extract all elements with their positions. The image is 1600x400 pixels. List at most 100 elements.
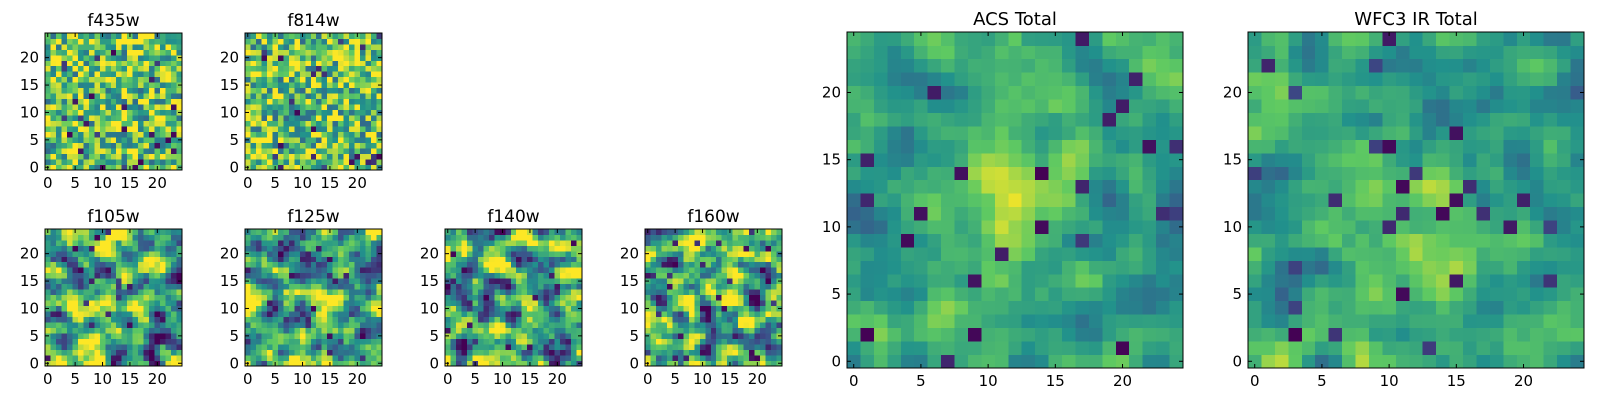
heatmap-cell (941, 32, 955, 46)
heatmap-cell (116, 311, 123, 318)
heatmap-cell (710, 283, 717, 290)
heatmap-cell (543, 294, 550, 301)
heatmap-cell (571, 322, 577, 328)
heatmap-cells (245, 33, 383, 171)
heatmap-cell (327, 38, 334, 45)
heatmap-cell (967, 220, 982, 234)
heatmap-cell (272, 82, 279, 89)
heatmap-cells (645, 229, 783, 367)
heatmap-cell (1062, 247, 1076, 261)
heatmap-cell (1261, 193, 1276, 208)
heatmap-cell (305, 60, 312, 67)
heatmap-cell (1463, 327, 1477, 342)
heatmap-cell (716, 333, 723, 339)
heatmap-cell (250, 142, 257, 149)
heatmap-cell (721, 245, 728, 252)
heatmap-cell (299, 283, 306, 290)
heatmap-cell (149, 153, 155, 160)
heatmap-cell (365, 38, 372, 45)
heatmap-cell (83, 261, 90, 268)
heatmap-cell (66, 148, 73, 154)
heatmap-cell (1570, 206, 1585, 221)
heatmap-cell (754, 250, 761, 257)
heatmap-cell (1436, 206, 1450, 221)
heatmap-cell (376, 87, 383, 94)
heatmap-cell (121, 316, 128, 323)
heatmap-cell (160, 234, 166, 241)
heatmap-cell (743, 267, 750, 274)
heatmap-cell (683, 311, 690, 318)
heatmap-cell (450, 272, 457, 279)
heatmap-cell (305, 245, 312, 252)
heatmap-cell (250, 261, 257, 268)
heatmap-cell (371, 267, 377, 274)
heatmap-cell (354, 256, 361, 263)
heatmap-cell (1274, 287, 1289, 302)
heatmap-cell (165, 327, 172, 334)
heatmap-cell (900, 152, 915, 167)
heatmap-cell (338, 65, 344, 72)
heatmap-cell (50, 333, 57, 339)
heatmap-cell (149, 229, 155, 235)
heatmap-cell (1156, 179, 1170, 194)
heatmap-cell (954, 206, 969, 221)
heatmap-cell (365, 104, 372, 111)
heatmap-cell (532, 272, 539, 279)
heatmap-cell (283, 153, 290, 160)
heatmap-cell (50, 344, 57, 350)
heatmap-cell (266, 33, 273, 39)
heatmap-cell (371, 294, 377, 301)
heatmap-cell (738, 239, 744, 246)
heatmap-cell (310, 120, 317, 127)
heatmap-cell (1503, 247, 1518, 261)
heatmap-cell (705, 267, 712, 274)
heatmap-cell (650, 322, 657, 328)
heatmap-cell (683, 289, 690, 296)
heatmap-cell (1543, 354, 1558, 369)
heatmap-cell (250, 245, 257, 252)
heatmap-cell (1516, 166, 1531, 181)
heatmap-cell (99, 87, 106, 94)
heatmap-cell (461, 311, 468, 318)
heatmap-cell (445, 245, 451, 252)
heatmap-cell (294, 283, 301, 290)
heatmap-cell (121, 267, 128, 274)
heatmap-cell (343, 153, 350, 160)
heatmap-cell (143, 43, 150, 50)
heatmap-cell (105, 327, 112, 334)
heatmap-cell (299, 104, 306, 111)
heatmap-cell (1062, 45, 1076, 60)
heatmap-cell (94, 278, 101, 285)
heatmap-cell (721, 239, 728, 246)
heatmap-cell (121, 344, 128, 350)
heatmap-cell (116, 333, 123, 339)
heatmap-cell (261, 164, 268, 171)
heatmap-cell (272, 344, 279, 350)
heatmap-cell (688, 234, 695, 241)
heatmap-cell (994, 247, 1009, 261)
heatmap-cell (1035, 45, 1049, 60)
heatmap-cell (477, 267, 484, 274)
heatmap-cell (743, 344, 750, 350)
heatmap-cell (154, 250, 161, 257)
heatmap-cell (743, 256, 750, 263)
heatmap-cell (127, 349, 134, 356)
heatmap-cell (1075, 58, 1090, 73)
heatmap-cell (1261, 273, 1276, 288)
heatmap-cell (1021, 273, 1036, 288)
heatmap-cell (277, 164, 284, 171)
heatmap-cell (55, 305, 62, 312)
heatmap-cell (510, 360, 517, 367)
heatmap-cell (360, 43, 366, 50)
heatmap-cell (967, 247, 982, 261)
heatmap-cell (1021, 179, 1036, 194)
heatmap-cell (483, 261, 490, 268)
heatmap-cell (914, 247, 928, 261)
heatmap-cell (305, 349, 312, 356)
heatmap-cell (261, 115, 268, 122)
heatmap-cell (488, 294, 495, 301)
x-tick-label: 0 (43, 370, 53, 388)
heatmap-cell (1008, 85, 1023, 100)
heatmap-cell (354, 300, 361, 307)
